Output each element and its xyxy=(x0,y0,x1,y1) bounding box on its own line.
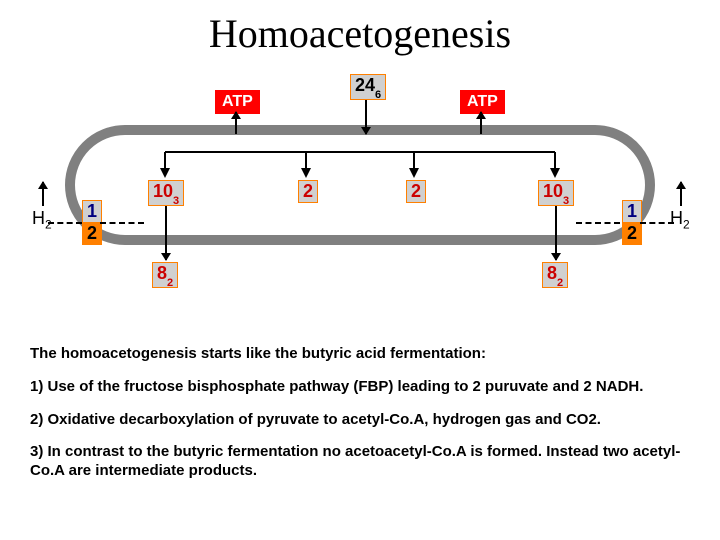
h2-sub: 2 xyxy=(45,218,52,232)
arrow-down-left xyxy=(165,206,167,260)
dash-right-out xyxy=(640,222,674,224)
inner-connectors xyxy=(0,60,720,320)
h2-base: H xyxy=(670,208,683,228)
para-2: 2) Oxidative decarboxylation of pyruvate… xyxy=(30,411,690,430)
h2-label-left: H2 xyxy=(32,208,52,232)
para-intro: The homoacetogenesis starts like the but… xyxy=(30,345,690,364)
badge-sub: 2 xyxy=(557,277,563,289)
page-title: Homoacetogenesis xyxy=(0,10,720,57)
para-1: 1) Use of the fructose bisphosphate path… xyxy=(30,378,690,397)
badge-sub: 3 xyxy=(563,195,569,207)
badge-mid-left: 103 xyxy=(148,180,184,206)
h2-base: H xyxy=(32,208,45,228)
badge-main: 1 xyxy=(87,201,97,221)
badge-main: 10 xyxy=(153,181,173,201)
badge-main: 2 xyxy=(627,223,637,243)
para-3: 3) In contrast to the butyric fermentati… xyxy=(30,443,690,481)
badge-mid-center-right: 2 xyxy=(406,180,426,203)
badge-main: 1 xyxy=(627,201,637,221)
badge-main: 2 xyxy=(411,181,421,201)
description-block: The homoacetogenesis starts like the but… xyxy=(30,345,690,495)
badge-one-left: 1 xyxy=(82,200,102,223)
arrow-h2-left xyxy=(42,182,44,206)
arrow-down-right xyxy=(555,206,557,260)
dash-left-in xyxy=(100,222,144,224)
badge-two-left: 2 xyxy=(82,222,102,245)
badge-main: 8 xyxy=(157,263,167,283)
badge-bottom-right: 82 xyxy=(542,262,568,288)
h2-label-right: H2 xyxy=(670,208,690,232)
badge-two-right: 2 xyxy=(622,222,642,245)
badge-bottom-left: 82 xyxy=(152,262,178,288)
badge-sub: 3 xyxy=(173,195,179,207)
h2-sub: 2 xyxy=(683,218,690,232)
badge-sub: 2 xyxy=(167,277,173,289)
badge-one-right: 1 xyxy=(622,200,642,223)
arrow-h2-right xyxy=(680,182,682,206)
pathway-diagram: ATP ATP 246 103 2 2 103 H2 H2 xyxy=(0,60,720,320)
badge-main: 10 xyxy=(543,181,563,201)
badge-main: 8 xyxy=(547,263,557,283)
dash-right-in xyxy=(576,222,620,224)
badge-mid-center-left: 2 xyxy=(298,180,318,203)
badge-main: 2 xyxy=(87,223,97,243)
dash-left-out xyxy=(48,222,82,224)
badge-main: 2 xyxy=(303,181,313,201)
badge-mid-right: 103 xyxy=(538,180,574,206)
